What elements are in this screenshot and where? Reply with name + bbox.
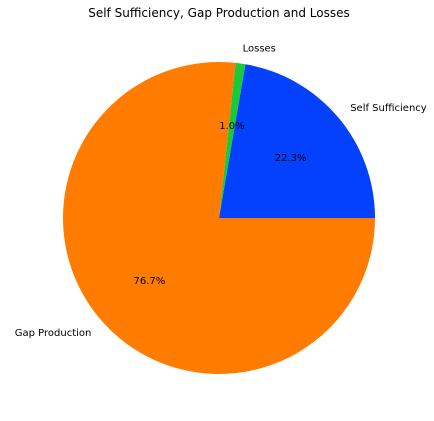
pie-slice-gap-production [63, 62, 376, 375]
chart-title: Self Sufficiency, Gap Production and Los… [88, 6, 350, 20]
pct-label-self-sufficiency: 22.3% [275, 153, 307, 164]
pie-slice-self-sufficiency [219, 64, 375, 219]
pct-label-losses: 1.0% [219, 121, 244, 132]
slice-label-self-sufficiency: Self Sufficiency [350, 103, 427, 114]
pie-slice-losses [219, 62, 246, 218]
slice-label-losses: Losses [243, 44, 276, 55]
slice-label-gap-production: Gap Production [15, 328, 92, 339]
pie-slices [63, 62, 376, 375]
pie-labels: Self Sufficiency 22.3% Losses 1.0% Gap Produ… [15, 44, 427, 340]
pct-label-gap-production: 76.7% [134, 276, 166, 287]
